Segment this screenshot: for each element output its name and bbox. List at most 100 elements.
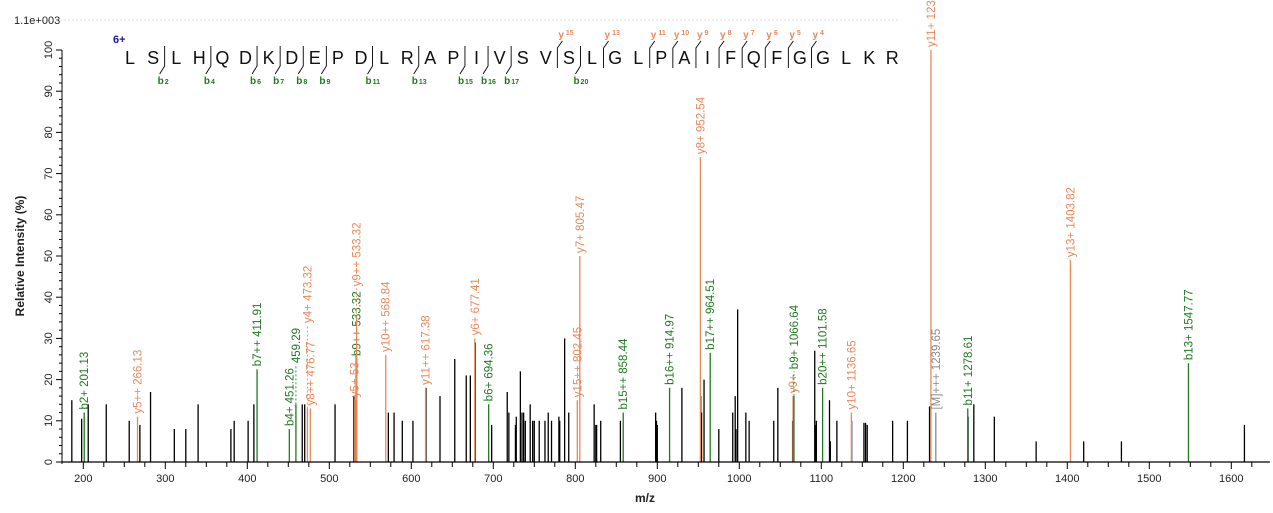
residue-P: P bbox=[332, 48, 344, 68]
residue-V: V bbox=[494, 48, 506, 68]
peak-label: y11+ 1233.70 bbox=[926, 0, 938, 47]
residue-D: D bbox=[355, 48, 368, 68]
residue-D: D bbox=[285, 48, 298, 68]
residue-A: A bbox=[678, 48, 690, 68]
x-tick-label: 800 bbox=[566, 473, 584, 485]
x-tick-label: 1000 bbox=[727, 473, 751, 485]
y-tick-label: 70 bbox=[43, 167, 55, 179]
peak-label: b11+ 1278.61 bbox=[963, 336, 975, 406]
residue-L: L bbox=[379, 48, 389, 68]
y-ion-label: y 13 bbox=[605, 30, 620, 41]
residue-E: E bbox=[309, 48, 321, 68]
peak-label: b16++ 914.97 bbox=[665, 314, 677, 385]
y-tick-label: 0 bbox=[43, 459, 55, 465]
b-cleavage-mark bbox=[459, 46, 466, 75]
peak-label: b20++ 1101.58 bbox=[818, 308, 830, 385]
y-cleavage-mark bbox=[718, 40, 725, 68]
residue-F: F bbox=[725, 48, 736, 68]
residue-R: R bbox=[401, 48, 414, 68]
y-cleavage-mark bbox=[672, 40, 679, 68]
b-ion-label: b8 bbox=[296, 76, 307, 87]
y-tick-label: 80 bbox=[43, 126, 55, 138]
residue-K: K bbox=[263, 48, 275, 68]
residue-I: I bbox=[705, 48, 710, 68]
residue-Q: Q bbox=[215, 48, 229, 68]
b-cleavage-mark bbox=[159, 46, 166, 75]
peak-label: b9+ 1066.64 bbox=[789, 304, 801, 369]
x-tick-label: 900 bbox=[648, 473, 666, 485]
y-tick-label: 50 bbox=[43, 250, 55, 262]
residue-I: I bbox=[474, 48, 479, 68]
residue-G: G bbox=[793, 48, 807, 68]
x-tick-label: 1400 bbox=[1055, 473, 1079, 485]
x-tick-label: 1100 bbox=[809, 473, 833, 485]
peak-label: y9++ 533.32 bbox=[352, 222, 364, 286]
peak-label: y8++ 476.77 bbox=[305, 341, 317, 405]
residue-F: F bbox=[771, 48, 782, 68]
y-tick-label: 40 bbox=[43, 291, 55, 303]
residue-Q: Q bbox=[747, 48, 761, 68]
y-cleavage-mark bbox=[811, 40, 817, 68]
b-ion-label: b17 bbox=[504, 76, 519, 87]
residue-L: L bbox=[841, 48, 851, 68]
y-cleavage-mark bbox=[741, 40, 748, 68]
peak-label: y7+ 805.47 bbox=[575, 196, 587, 253]
b-ion-label: b2 bbox=[158, 76, 169, 87]
b-cleavage-mark bbox=[413, 46, 420, 75]
b-ion-label: b4 bbox=[204, 76, 215, 87]
y-ion-label: y 10 bbox=[674, 30, 689, 41]
charge-label: 6+ bbox=[113, 34, 126, 46]
peak-label: y5+ 53 bbox=[350, 362, 362, 397]
peaks: b2+ 201.13 y5++ 266.13 b7++ 411.91 b4+ 451.… bbox=[71, 0, 1246, 462]
y-cleavage-mark bbox=[556, 40, 563, 68]
x-tick-label: 200 bbox=[74, 473, 92, 485]
y-tick-label: 30 bbox=[43, 332, 55, 344]
peptide-sequence: L S L H Q D K D E P D L R A P I V S V S L G L P A I F Q F G G L K Rb2 b4 b6… bbox=[125, 30, 899, 87]
residue-S: S bbox=[517, 48, 529, 68]
y-cleavage-mark bbox=[649, 40, 656, 68]
peak-label: y10+ 1136.65 bbox=[846, 340, 858, 409]
peak-label: b6+ 694.36 bbox=[484, 343, 496, 401]
peak-label: 459.29 bbox=[291, 328, 303, 363]
peak-label: y11++ 617.38 bbox=[421, 315, 433, 385]
residue-V: V bbox=[540, 48, 552, 68]
x-tick-label: 1300 bbox=[973, 473, 997, 485]
x-tick-label: 600 bbox=[402, 473, 420, 485]
peak-label: y4+ 473.32 bbox=[302, 266, 314, 323]
y-tick-label: 60 bbox=[43, 209, 55, 221]
peak-label: b9++ 533.32 bbox=[352, 291, 364, 356]
b-ion-label: b20 bbox=[573, 76, 588, 87]
peak-label: [M]+++ 1239.65 bbox=[931, 329, 943, 410]
residue-H: H bbox=[193, 48, 206, 68]
y-cleavage-mark bbox=[764, 40, 771, 68]
b-cleavage-mark bbox=[297, 46, 304, 75]
b-ion-label: b13 bbox=[412, 76, 427, 87]
b-ion-label: b9 bbox=[319, 76, 330, 87]
x-tick-label: 1500 bbox=[1137, 473, 1161, 485]
y-cleavage-mark bbox=[603, 40, 609, 68]
x-tick-label: 300 bbox=[156, 473, 174, 485]
residue-L: L bbox=[171, 48, 181, 68]
x-tick-label: 1200 bbox=[891, 473, 915, 485]
b-cleavage-mark bbox=[320, 46, 327, 75]
peak-label: y5++ 266.13 bbox=[133, 350, 145, 414]
peak-label: b13+ 1547.77 bbox=[1183, 289, 1195, 360]
y-tick-label: 100 bbox=[43, 41, 55, 59]
b-ion-label: b7 bbox=[273, 76, 284, 87]
x-tick-label: 700 bbox=[484, 473, 502, 485]
peak-label: b2+ 201.13 bbox=[79, 352, 91, 410]
y-tick-label: 90 bbox=[43, 85, 55, 97]
residue-L: L bbox=[125, 48, 135, 68]
y-tick-label: 20 bbox=[43, 373, 55, 385]
residue-S: S bbox=[563, 48, 575, 68]
residue-G: G bbox=[608, 48, 622, 68]
b-cleavage-mark bbox=[575, 46, 581, 75]
b-cleavage-mark bbox=[251, 46, 258, 75]
peak-label: y15++ 802.45 bbox=[572, 327, 584, 397]
peak-label: y10++ 568.84 bbox=[381, 281, 393, 352]
peak-label: y8+ 952.54 bbox=[695, 96, 707, 154]
